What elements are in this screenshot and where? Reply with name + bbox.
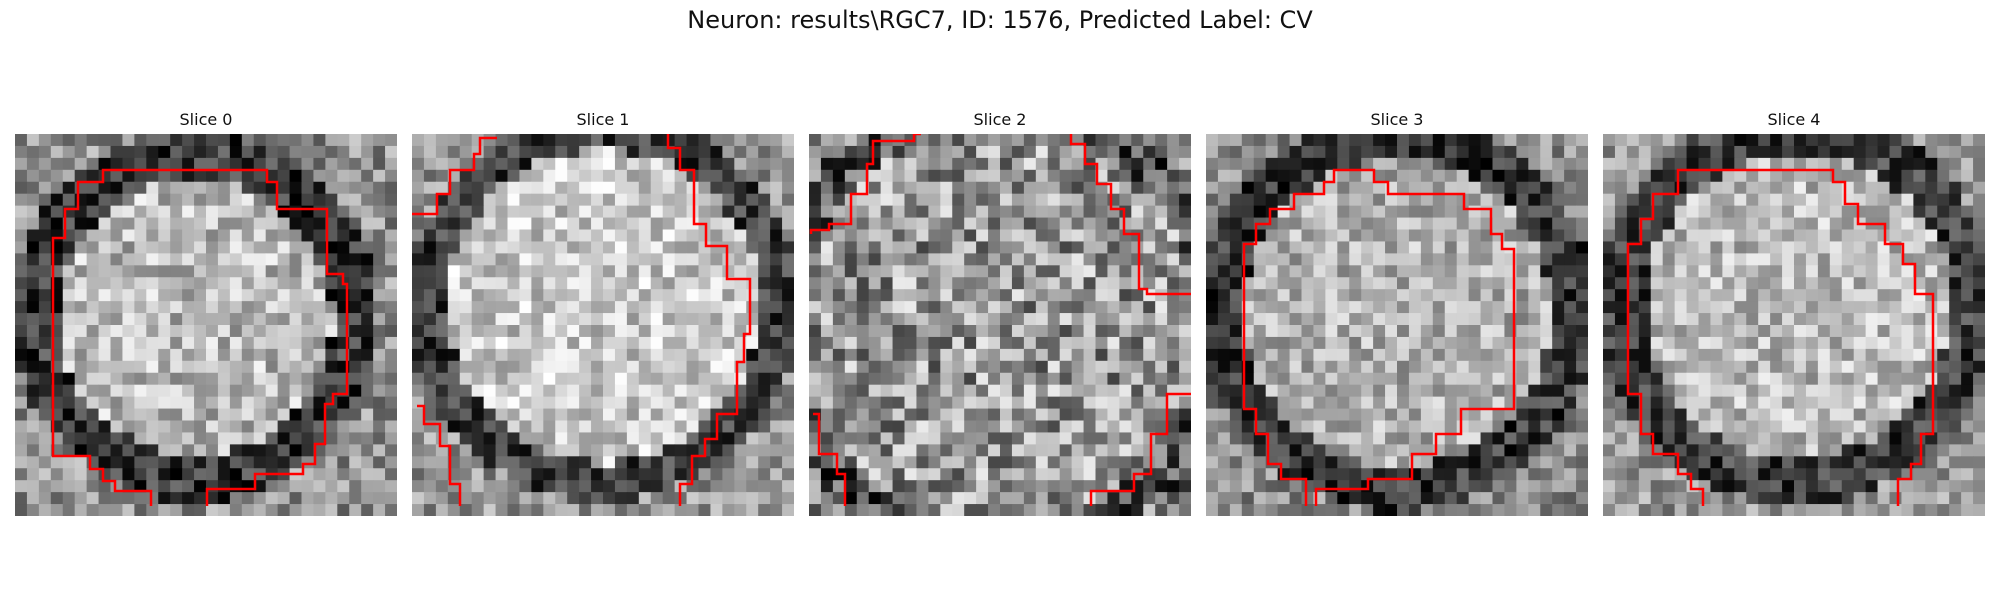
slice-image-3 xyxy=(1206,134,1588,516)
segmentation-outline xyxy=(813,412,847,506)
slice-title-1: Slice 1 xyxy=(576,110,630,129)
slice-panel-4: Slice 4 xyxy=(1603,110,1985,516)
segmentation-outline xyxy=(1069,134,1191,296)
slice-title-0: Slice 0 xyxy=(179,110,233,129)
segmentation-outline xyxy=(412,136,497,216)
slice-panel-0: Slice 0 xyxy=(15,110,397,516)
slice-image-0 xyxy=(15,134,397,516)
segmentation-outline xyxy=(1626,168,1935,506)
slice-title-3: Slice 3 xyxy=(1370,110,1424,129)
slice-panel-2: Slice 2 xyxy=(809,110,1191,516)
segmentation-outline xyxy=(1089,392,1191,506)
slice-panel-3: Slice 3 xyxy=(1206,110,1588,516)
slice-title-2: Slice 2 xyxy=(973,110,1027,129)
segmentation-outline xyxy=(666,134,752,506)
slice-image-4 xyxy=(1603,134,1985,516)
segmentation-outline xyxy=(51,168,349,506)
figure-title: Neuron: results\RGC7, ID: 1576, Predicte… xyxy=(687,6,1313,34)
slice-title-4: Slice 4 xyxy=(1767,110,1821,129)
slice-image-1 xyxy=(412,134,794,516)
slice-panel-1: Slice 1 xyxy=(412,110,794,516)
slice-image-2 xyxy=(809,134,1191,516)
segmentation-outline xyxy=(417,404,462,506)
segmentation-outline xyxy=(1242,168,1516,506)
segmentation-outline xyxy=(809,134,921,234)
